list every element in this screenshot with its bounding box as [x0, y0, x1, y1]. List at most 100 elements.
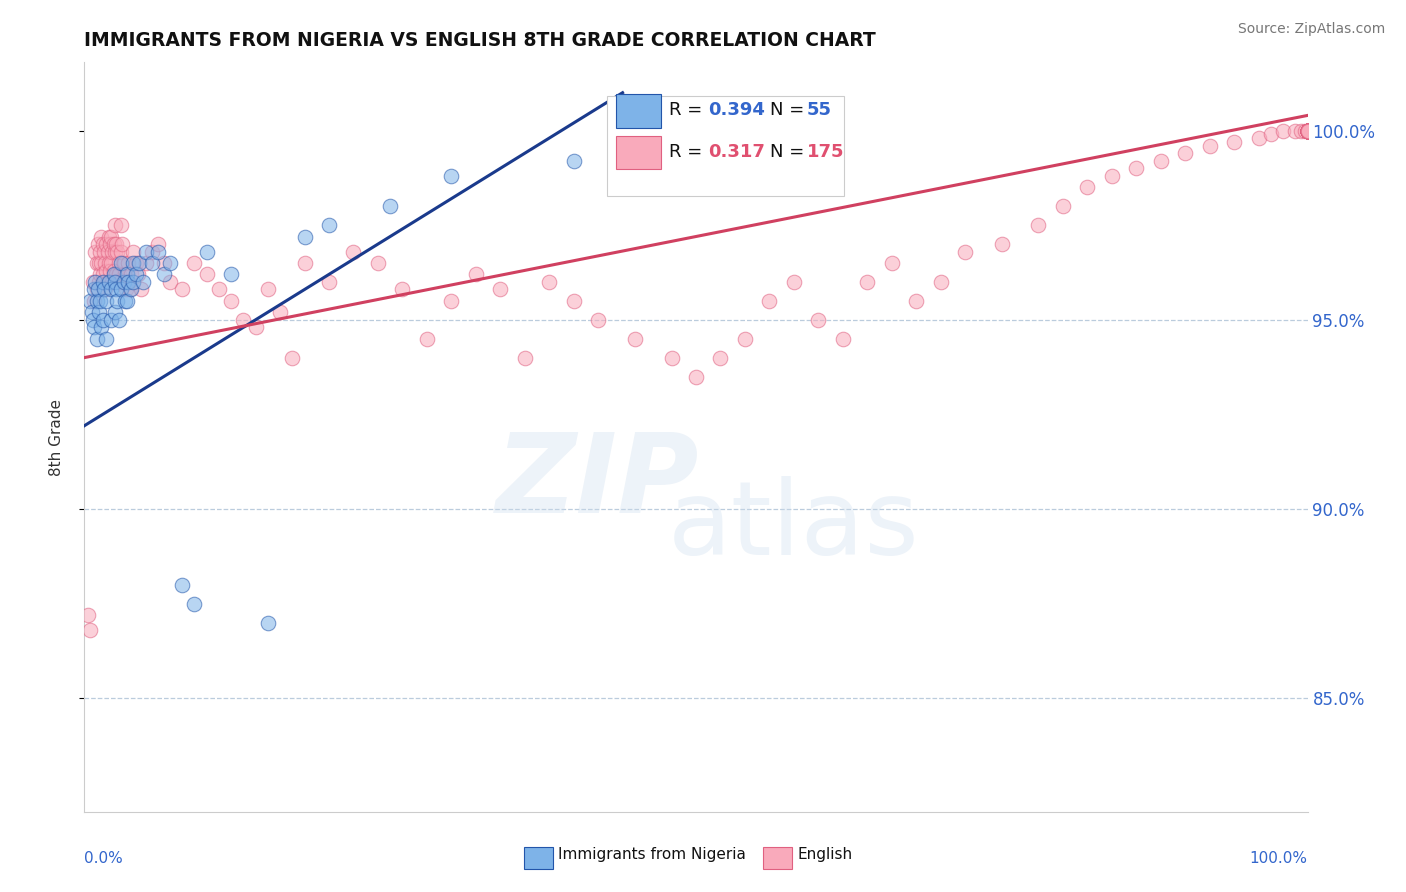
Point [1296, 123, 1319, 137]
Point [104, 218, 127, 232]
Point [86, 293, 108, 308]
Text: ZIP: ZIP [496, 428, 700, 535]
Point [110, 256, 132, 270]
Point [269, 305, 291, 319]
Point [1296, 123, 1319, 137]
Point [77, 607, 100, 622]
Point [132, 275, 155, 289]
Point [1296, 123, 1319, 137]
Point [245, 320, 267, 334]
Point [1296, 123, 1319, 137]
Point [831, 332, 853, 346]
Point [1284, 123, 1306, 137]
Point [1260, 128, 1282, 142]
Point [1296, 123, 1319, 137]
Point [1296, 123, 1319, 137]
Point [1296, 123, 1319, 137]
Point [97, 256, 120, 270]
Point [1296, 123, 1319, 137]
Point [159, 256, 181, 270]
Point [1296, 123, 1319, 137]
Point [97, 244, 120, 259]
Point [103, 263, 125, 277]
Point [232, 312, 254, 326]
Point [880, 256, 903, 270]
Point [111, 237, 134, 252]
Point [93, 275, 115, 289]
Point [104, 275, 127, 289]
Point [1296, 123, 1319, 137]
Point [1296, 123, 1319, 137]
Point [183, 256, 205, 270]
Point [112, 256, 135, 270]
Point [87, 283, 110, 297]
Point [1101, 169, 1123, 183]
Point [1296, 123, 1319, 137]
Point [91, 312, 114, 326]
Point [367, 256, 389, 270]
Point [391, 283, 413, 297]
Point [1296, 123, 1319, 137]
Point [1296, 123, 1319, 137]
Point [107, 268, 129, 282]
Point [1296, 123, 1319, 137]
Point [513, 351, 536, 365]
Point [1174, 146, 1197, 161]
Point [79, 623, 101, 637]
Point [1150, 153, 1173, 168]
Point [1052, 199, 1074, 213]
Point [1223, 135, 1246, 149]
Point [1296, 123, 1319, 137]
Point [1296, 123, 1319, 137]
Point [80, 305, 103, 319]
Point [1296, 123, 1319, 137]
Point [91, 275, 114, 289]
Point [1296, 123, 1319, 137]
Point [125, 256, 148, 270]
Point [90, 320, 112, 334]
Point [89, 268, 111, 282]
Point [1296, 123, 1319, 137]
Point [953, 244, 976, 259]
Point [86, 283, 108, 297]
Point [1296, 123, 1319, 137]
Point [1296, 123, 1319, 137]
Point [1296, 123, 1319, 137]
Point [90, 229, 112, 244]
Point [129, 283, 152, 297]
Point [1296, 123, 1319, 137]
Point [100, 312, 122, 326]
Point [110, 244, 132, 259]
Point [294, 256, 316, 270]
Point [115, 275, 138, 289]
Point [87, 305, 110, 319]
Point [1296, 123, 1319, 137]
Point [127, 268, 149, 282]
Point [929, 275, 952, 289]
Point [115, 268, 138, 282]
Point [1296, 123, 1319, 137]
Point [1294, 123, 1316, 137]
Point [84, 244, 107, 259]
Point [1198, 138, 1220, 153]
Point [172, 577, 194, 591]
Point [105, 244, 128, 259]
Point [110, 283, 132, 297]
Point [103, 268, 125, 282]
Point [159, 275, 181, 289]
Point [96, 263, 118, 277]
Point [112, 275, 135, 289]
Point [318, 275, 340, 289]
Point [101, 244, 124, 259]
Point [120, 268, 142, 282]
Point [108, 275, 131, 289]
Point [1296, 123, 1319, 137]
Point [208, 283, 231, 297]
Point [783, 275, 806, 289]
Point [1296, 123, 1319, 137]
Point [100, 229, 122, 244]
Point [1296, 123, 1319, 137]
Text: IMMIGRANTS FROM NIGERIA VS ENGLISH 8TH GRADE CORRELATION CHART: IMMIGRANTS FROM NIGERIA VS ENGLISH 8TH G… [84, 30, 876, 50]
Point [1296, 123, 1319, 137]
Point [101, 275, 124, 289]
